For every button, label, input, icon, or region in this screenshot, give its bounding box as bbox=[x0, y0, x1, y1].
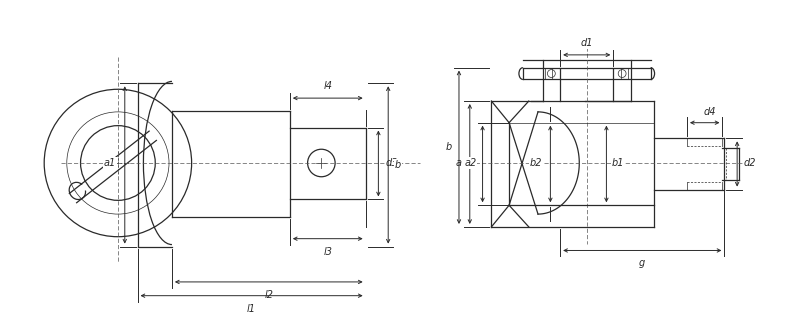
Text: d4: d4 bbox=[703, 107, 716, 117]
Text: b1: b1 bbox=[611, 158, 624, 168]
Text: a1: a1 bbox=[104, 158, 116, 168]
Text: a2: a2 bbox=[465, 158, 477, 168]
Text: a: a bbox=[456, 158, 462, 168]
Text: g: g bbox=[639, 258, 646, 268]
Text: d2: d2 bbox=[744, 158, 757, 168]
Text: b: b bbox=[446, 142, 452, 152]
Text: b2: b2 bbox=[530, 158, 542, 168]
Text: l4: l4 bbox=[323, 81, 332, 91]
Text: l3: l3 bbox=[323, 247, 332, 256]
Text: l1: l1 bbox=[247, 304, 256, 314]
Text: d1: d1 bbox=[581, 38, 593, 48]
Text: l2: l2 bbox=[264, 290, 274, 300]
Text: d3: d3 bbox=[386, 158, 398, 168]
Text: b: b bbox=[395, 160, 402, 170]
